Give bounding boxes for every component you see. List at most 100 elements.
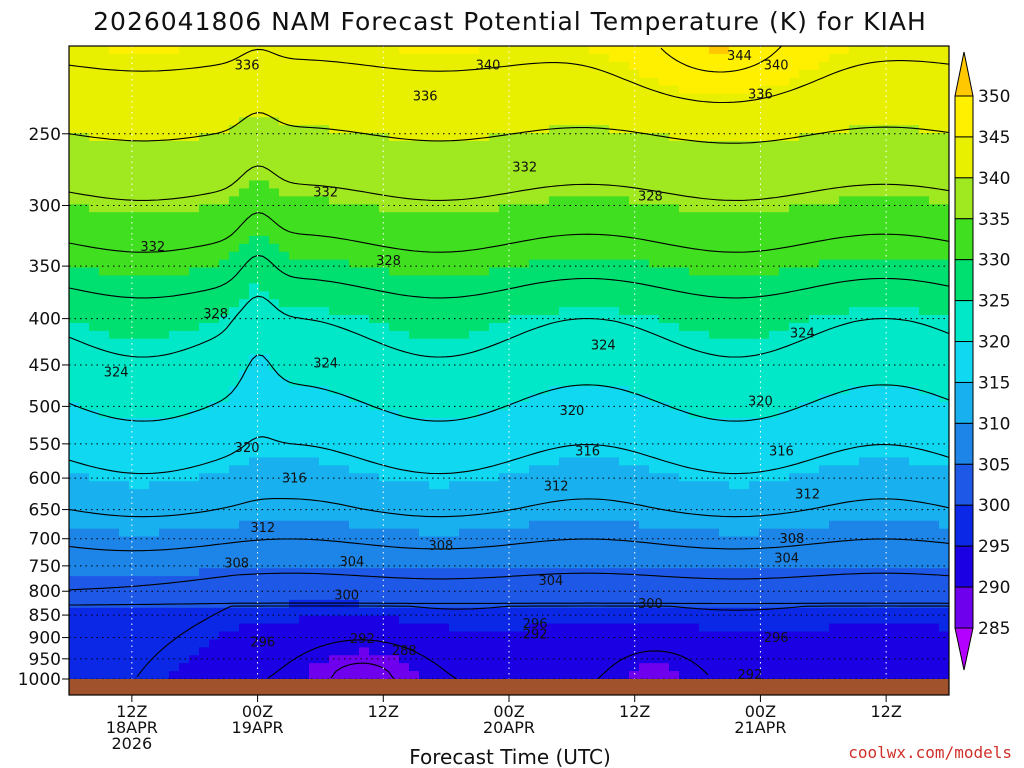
- fill-cell: [389, 584, 400, 593]
- fill-cell: [69, 196, 80, 205]
- fill-cell: [239, 512, 250, 522]
- fill-cell: [229, 552, 240, 561]
- fill-cell: [289, 140, 300, 150]
- fill-cell: [329, 584, 340, 593]
- fill-cell: [589, 520, 600, 530]
- fill-cell: [169, 133, 180, 142]
- fill-cell: [379, 291, 390, 300]
- fill-cell: [159, 259, 170, 269]
- fill-cell: [339, 307, 350, 316]
- fill-cell: [109, 354, 120, 364]
- fill-cell: [549, 599, 560, 609]
- fill-cell: [509, 259, 520, 269]
- fill-cell: [459, 354, 470, 364]
- fill-cell: [419, 346, 430, 356]
- fill-cell: [489, 117, 500, 126]
- fill-cell: [419, 46, 430, 55]
- fill-cell: [299, 172, 310, 182]
- fill-cell: [649, 394, 660, 403]
- fill-cell: [479, 623, 490, 633]
- fill-cell: [409, 109, 420, 118]
- fill-cell: [609, 346, 620, 356]
- fill-cell: [579, 156, 590, 166]
- fill-cell: [449, 362, 460, 372]
- fill-cell: [659, 156, 670, 166]
- fill-cell: [409, 61, 420, 71]
- fill-cell: [519, 156, 530, 166]
- fill-cell: [319, 156, 330, 166]
- fill-cell: [409, 188, 420, 197]
- fill-cell: [99, 322, 110, 332]
- fill-cell: [149, 386, 160, 395]
- fill-cell: [109, 394, 120, 403]
- fill-cell: [439, 433, 450, 443]
- fill-cell: [289, 623, 300, 633]
- fill-cell: [349, 465, 360, 474]
- fill-cell: [99, 148, 110, 158]
- fill-cell: [219, 591, 230, 601]
- fill-cell: [609, 481, 620, 490]
- fill-cell: [689, 251, 700, 261]
- fill-cell: [249, 449, 260, 459]
- fill-cell: [669, 77, 680, 87]
- fill-cell: [469, 433, 480, 443]
- fill-cell: [89, 227, 100, 237]
- fill-cell: [229, 370, 240, 379]
- fill-cell: [449, 251, 460, 261]
- fill-cell: [339, 85, 350, 95]
- fill-cell: [159, 560, 170, 569]
- fill-cell: [519, 346, 530, 356]
- fill-cell: [149, 77, 160, 87]
- fill-cell: [269, 140, 280, 150]
- fill-cell: [589, 481, 600, 490]
- fill-cell: [599, 544, 610, 553]
- fill-cell: [289, 425, 300, 435]
- fill-cell: [609, 457, 620, 466]
- fill-cell: [379, 615, 390, 625]
- fill-cell: [449, 188, 460, 197]
- fill-cell: [279, 409, 290, 419]
- fill-cell: [419, 133, 430, 142]
- fill-cell: [139, 425, 150, 435]
- fill-cell: [449, 77, 460, 87]
- fill-cell: [209, 639, 220, 648]
- fill-cell: [279, 362, 290, 372]
- fill-cell: [119, 378, 130, 387]
- fill-cell: [289, 552, 300, 561]
- fill-cell: [559, 615, 570, 625]
- fill-cell: [679, 212, 690, 221]
- fill-cell: [589, 394, 600, 403]
- fill-cell: [519, 85, 530, 95]
- fill-cell: [289, 568, 300, 577]
- fill-cell: [369, 93, 380, 102]
- fill-cell: [429, 220, 440, 229]
- fill-cell: [679, 243, 690, 253]
- fill-cell: [269, 291, 280, 300]
- fill-cell: [469, 204, 480, 213]
- fill-cell: [639, 584, 650, 593]
- fill-cell: [639, 156, 650, 166]
- fill-cell: [209, 109, 220, 118]
- fill-cell: [89, 77, 100, 87]
- fill-cell: [109, 481, 120, 490]
- fill-cell: [79, 354, 90, 364]
- fill-cell: [599, 655, 610, 664]
- fill-cell: [659, 639, 670, 648]
- fill-cell: [509, 275, 520, 284]
- fill-cell: [199, 251, 210, 261]
- fill-cell: [199, 417, 210, 427]
- fill-cell: [419, 275, 430, 284]
- fill-cell: [659, 85, 670, 95]
- fill-cell: [479, 394, 490, 403]
- fill-cell: [219, 172, 230, 182]
- fill-cell: [609, 607, 620, 617]
- fill-cell: [519, 204, 530, 213]
- fill-cell: [579, 212, 590, 221]
- fill-cell: [579, 315, 590, 324]
- fill-cell: [309, 394, 320, 403]
- fill-cell: [109, 473, 120, 482]
- fill-cell: [459, 639, 470, 648]
- fill-cell: [679, 552, 690, 561]
- fill-cell: [649, 220, 660, 229]
- fill-cell: [509, 441, 520, 451]
